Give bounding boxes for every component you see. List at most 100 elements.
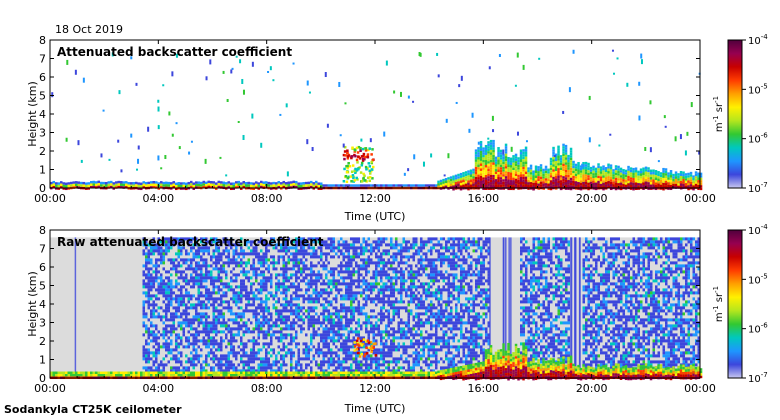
noise-cell <box>230 237 233 241</box>
noise-cell <box>355 240 358 244</box>
low-cloud-cell <box>557 163 560 166</box>
low-cloud-cell <box>507 167 510 170</box>
y-tick-label: 8 <box>39 34 46 47</box>
noise-cell <box>195 264 198 268</box>
panel-1-xlabel: Time (UTC) <box>344 210 406 223</box>
sparse-echo <box>649 147 652 153</box>
noise-cell <box>352 300 355 304</box>
noise-cell <box>262 315 265 319</box>
low-cloud-cell <box>504 153 508 157</box>
surface-layer-cell <box>237 183 240 186</box>
sparse-echo <box>237 121 240 124</box>
surface-layer-cell <box>125 186 128 189</box>
noise-cell <box>345 297 348 301</box>
noise-cell <box>302 249 305 253</box>
surface-layer-cell <box>155 186 158 189</box>
noise-cell <box>287 246 290 250</box>
surface-layer-cell <box>165 184 168 187</box>
noise-cell <box>265 282 268 286</box>
noise-cell <box>370 246 373 250</box>
cloud-cell <box>359 146 362 150</box>
noise-cell <box>142 303 145 307</box>
cloud-cell <box>350 156 353 160</box>
noise-cell <box>190 279 193 283</box>
low-cloud-cell <box>574 163 578 167</box>
noise-cell <box>295 270 298 274</box>
surface-layer-cell <box>362 184 365 187</box>
low-cloud-cell <box>479 168 483 171</box>
low-cloud-cell <box>679 173 683 176</box>
noise-cell <box>142 324 145 328</box>
sparse-echo <box>664 125 667 128</box>
surface-layer-cell <box>202 183 205 186</box>
noise-cell <box>272 330 275 334</box>
noise-cell <box>210 294 213 298</box>
low-cloud-cell <box>469 182 473 185</box>
low-cloud-cell <box>514 173 518 177</box>
low-cloud-cell <box>544 180 548 184</box>
noise-cell <box>337 288 340 292</box>
noise-cell <box>357 273 360 277</box>
low-cloud-cell <box>597 163 600 166</box>
noise-cell <box>362 345 365 349</box>
noise-cell <box>250 264 253 268</box>
noise-cell <box>290 276 293 280</box>
noise-cell <box>297 285 300 289</box>
surface-layer-cell <box>200 181 203 185</box>
noise-cell <box>240 279 243 283</box>
noise-cell <box>172 321 175 325</box>
low-cloud-cell <box>662 185 665 188</box>
low-cloud-cell <box>659 182 663 185</box>
noise-cell <box>315 285 318 289</box>
low-cloud-cell <box>554 163 558 167</box>
low-cloud-cell <box>547 168 550 172</box>
noise-cell <box>222 315 225 319</box>
noise-cell <box>197 315 200 319</box>
low-cloud-cell <box>519 167 523 170</box>
noise-cell <box>340 309 343 313</box>
noise-cell <box>207 246 210 250</box>
low-cloud-cell <box>549 165 553 168</box>
noise-cell <box>270 315 273 319</box>
noise-cell <box>302 306 305 310</box>
noise-cell <box>265 288 268 292</box>
noise-cell <box>345 285 348 289</box>
low-cloud-cell <box>697 187 700 191</box>
noise-cell <box>180 369 183 373</box>
low-cloud-cell <box>457 183 460 187</box>
low-cloud-cell <box>539 166 543 170</box>
cloud-cell <box>361 147 365 151</box>
noise-cell <box>187 366 190 370</box>
noise-cell <box>307 243 310 247</box>
noise-cell <box>155 357 158 361</box>
noise-cell <box>227 363 230 367</box>
noise-cell <box>205 237 208 241</box>
noise-cell <box>262 300 265 304</box>
noise-cell <box>360 279 363 283</box>
noise-cell <box>192 282 195 286</box>
noise-cell <box>325 315 328 319</box>
cloud-cell <box>367 148 370 152</box>
noise-cell <box>237 285 240 289</box>
noise-cell <box>307 324 310 328</box>
noise-cell <box>152 237 155 241</box>
noise-cell <box>297 348 300 352</box>
low-cloud-cell <box>607 173 610 177</box>
noise-cell <box>307 363 310 367</box>
noise-cell <box>252 339 255 343</box>
low-cloud-cell <box>497 177 500 180</box>
noise-cell <box>157 336 160 340</box>
noise-cell <box>227 357 230 361</box>
noise-cell <box>242 279 245 283</box>
noise-cell <box>195 276 198 280</box>
low-cloud-cell <box>684 175 688 179</box>
noise-cell <box>222 240 225 244</box>
low-cloud-cell <box>492 147 495 150</box>
noise-cell <box>252 261 255 265</box>
low-cloud-cell <box>492 182 495 185</box>
panel-2-data-field <box>50 237 703 381</box>
noise-cell <box>250 309 253 313</box>
noise-cell <box>315 273 318 277</box>
low-cloud-cell <box>489 172 493 175</box>
surface-layer-cell <box>547 187 550 190</box>
